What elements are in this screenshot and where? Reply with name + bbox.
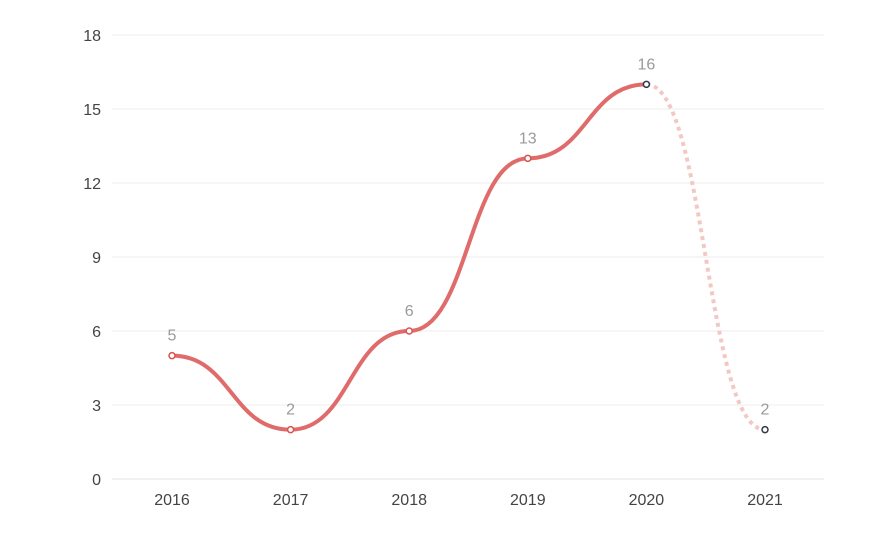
data-points [168, 80, 769, 434]
data-label: 16 [638, 56, 656, 73]
data-point[interactable] [168, 351, 176, 360]
x-tick-label: 2019 [510, 492, 546, 509]
series [170, 82, 766, 432]
data-labels: 5 2 6 13 16 2 [168, 56, 770, 418]
data-point[interactable] [761, 425, 769, 434]
y-axis: 0 3 6 9 12 15 18 [83, 28, 101, 489]
series-line [170, 82, 649, 432]
x-tick-label: 2020 [629, 492, 665, 509]
data-label: 2 [761, 402, 770, 419]
y-tick-label: 9 [92, 250, 101, 267]
data-point[interactable] [405, 327, 413, 335]
y-tick-label: 12 [83, 176, 101, 193]
x-tick-label: 2018 [391, 492, 427, 509]
y-tick-label: 15 [83, 102, 101, 119]
data-label: 6 [405, 303, 414, 320]
data-label: 13 [519, 130, 537, 147]
data-point[interactable] [642, 80, 651, 89]
y-tick-label: 6 [92, 324, 101, 341]
y-tick-label: 0 [92, 472, 101, 489]
data-point[interactable] [524, 154, 532, 163]
x-tick-label: 2016 [154, 492, 190, 509]
x-tick-label: 2021 [747, 492, 783, 509]
data-point[interactable] [286, 425, 295, 434]
x-axis: 2016 2017 2018 2019 2020 2021 [154, 492, 783, 509]
x-tick-label: 2017 [273, 492, 309, 509]
data-label: 2 [286, 402, 295, 419]
grid [112, 34, 824, 480]
y-tick-label: 18 [83, 28, 101, 45]
data-label: 5 [168, 328, 177, 345]
y-tick-label: 3 [92, 398, 101, 415]
